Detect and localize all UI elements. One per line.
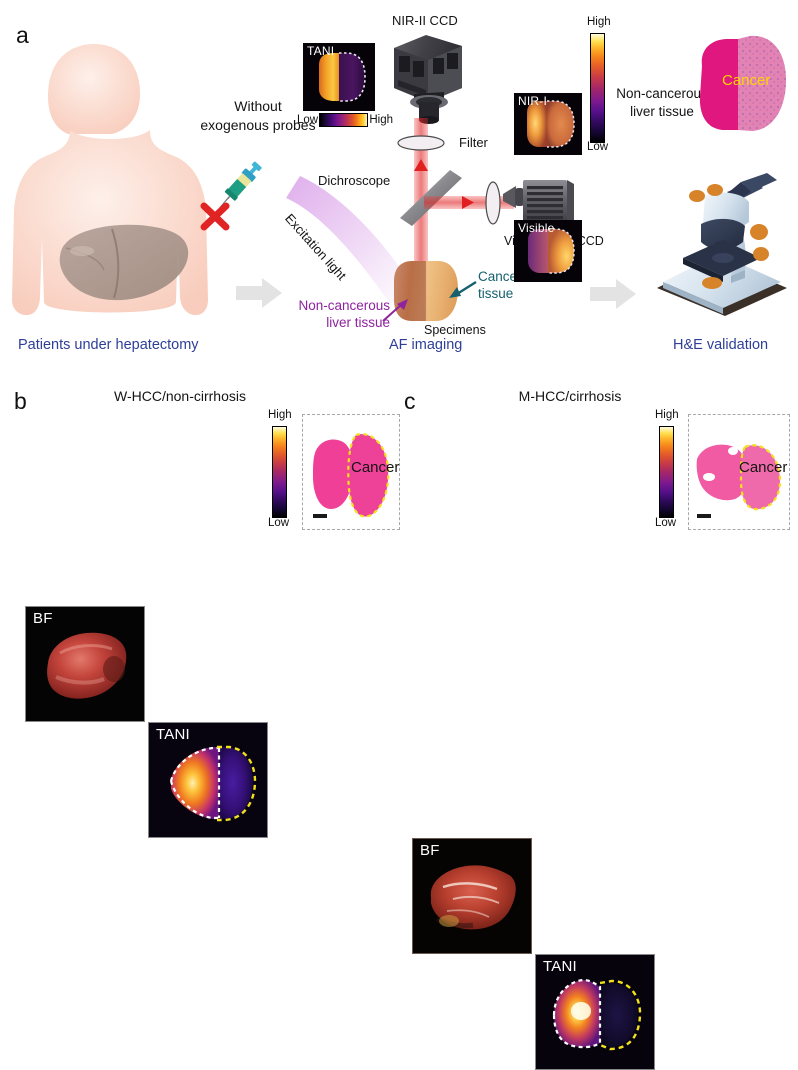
he-non-cancerous-line1: Non-cancerous	[616, 86, 708, 101]
nir-scale-high-label: High	[587, 16, 611, 28]
panel-b-he-image: Cancer	[302, 414, 400, 530]
teal-arrow-icon	[448, 278, 478, 302]
he-cancer-label: Cancer	[722, 72, 771, 89]
panel-c-tani-image: TANI	[535, 954, 655, 1070]
panel-b-scale-high-label: High	[268, 409, 292, 421]
cancerous-line2: tissue	[478, 286, 514, 301]
panel-b-letter: b	[14, 388, 27, 414]
panel-b-bf-label: BF	[33, 610, 53, 627]
filter-label: Filter	[459, 135, 488, 150]
he-non-cancerous-line2: liver tissue	[630, 104, 694, 119]
visible-inset-image: Visible	[514, 220, 582, 282]
nir2-ccd-camera-icon	[386, 32, 470, 130]
panel-b-title: W-HCC/non-cirrhosis	[114, 388, 246, 404]
panel-c-letter: c	[404, 388, 416, 414]
panel-a-letter: a	[16, 22, 29, 48]
non-cancerous-line2: liver tissue	[326, 315, 390, 330]
gray-arrow-right-icon-2	[590, 277, 638, 311]
panel-c-he-image: Cancer	[688, 414, 790, 530]
without-exogenous-probes-line2: exogenous probes	[200, 117, 316, 133]
tani-inset-image: TANI	[303, 43, 375, 111]
non-cancerous-line1: Non-cancerous	[298, 298, 390, 313]
visible-inset-label: Visible	[518, 221, 555, 235]
panel-b-scale-low-label: Low	[268, 517, 290, 529]
panel-b-tani-image: TANI	[148, 722, 268, 838]
panel-c-tani-label: TANI	[543, 958, 577, 975]
gray-arrow-right-icon	[236, 276, 284, 310]
tani-scale-low-label: Low	[297, 114, 319, 126]
panel-c-cancer-label: Cancer	[739, 459, 788, 476]
non-cancerous-liver-tissue-annotation: Non-cancerous liver tissue	[280, 297, 390, 331]
tani-scale-high-label: High	[369, 114, 393, 126]
beam-direction-arrow-right-icon	[462, 196, 475, 209]
without-exogenous-probes-label: Without exogenous probes	[198, 97, 318, 135]
nir1-inset-image: NIR-I	[514, 93, 582, 155]
specimens-label: Specimens	[424, 323, 486, 337]
visible-nir1-ccd-camera-icon	[503, 175, 575, 231]
panel-c-title: M-HCC/cirrhosis	[518, 388, 622, 404]
without-exogenous-probes-line1: Without	[234, 98, 282, 114]
he-tissue-illustration	[692, 28, 792, 138]
nir1-inset-label: NIR-I	[518, 94, 547, 108]
tani-colorbar-gradient	[319, 113, 369, 127]
panel-b-tani-label: TANI	[156, 726, 190, 743]
beam-direction-arrow-up-icon	[414, 159, 428, 172]
excitation-light-cone	[282, 168, 422, 308]
panel-c-scale-low-label: Low	[655, 517, 677, 529]
nir-scale-low-label: Low	[587, 141, 609, 153]
human-body-silhouette-icon	[8, 38, 238, 323]
lens-icon-vertical	[397, 135, 445, 151]
panel-c-scale-high-label: High	[655, 409, 679, 421]
tani-inset-label: TANI	[307, 44, 335, 58]
panel-b-colorbar-gradient	[272, 426, 287, 518]
purple-arrow-icon	[382, 299, 410, 325]
red-x-icon	[200, 202, 230, 231]
dichroscope-label: Dichroscope	[318, 173, 391, 188]
panel-b-bf-image: BF	[25, 606, 145, 722]
syringe-icon	[215, 155, 263, 217]
lens-icon-horizontal	[484, 181, 502, 225]
stage-label-he-validation: H&E validation	[673, 337, 769, 353]
nir2-ccd-label: NIR-II CCD	[392, 13, 458, 28]
stage-label-patients: Patients under hepatectomy	[18, 337, 199, 353]
microscope-icon	[645, 170, 793, 320]
specimen-tissue-icon	[388, 255, 462, 327]
nir-colorbar-gradient	[590, 33, 605, 143]
panel-c-colorbar-gradient	[659, 426, 674, 518]
he-non-cancerous-annotation: Non-cancerous liver tissue	[609, 85, 715, 121]
tani-colorbar-horizontal: Low High	[297, 113, 393, 127]
panel-c-bf-label: BF	[420, 842, 440, 859]
stage-label-af-imaging: AF imaging	[389, 337, 463, 353]
panel-b-cancer-label: Cancer	[351, 459, 400, 476]
panel-c-bf-image: BF	[412, 838, 532, 954]
